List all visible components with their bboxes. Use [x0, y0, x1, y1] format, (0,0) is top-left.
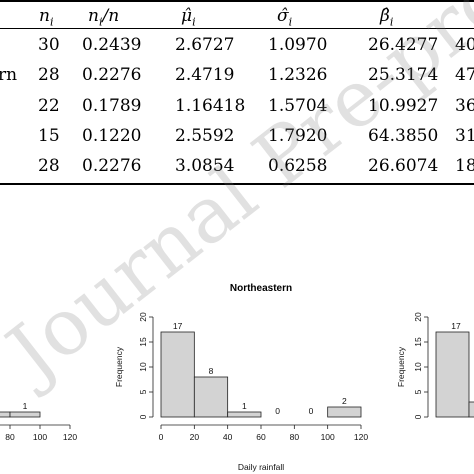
x-tick-label: 40 — [223, 432, 233, 442]
header-ratio-text: n — [88, 6, 99, 26]
histogram-right: 17305101520Frequency — [396, 312, 474, 419]
y-tick-label: 15 — [138, 337, 148, 347]
parameter-table: ni ni/n μ̂i σ̂i β̂i 30 0.2439 2.6727 1.0970… — [0, 0, 474, 195]
y-tick-label: 0 — [138, 414, 148, 419]
y-tick-label: 20 — [138, 312, 148, 322]
table-bottom-rule — [0, 183, 474, 185]
table-cell: 36 — [455, 96, 474, 116]
table-cell: 1.7920 — [268, 126, 328, 146]
table-cell: 2.4719 — [175, 65, 235, 85]
table-cell: 10.9927 — [368, 96, 439, 116]
table-cell: 1.0970 — [268, 35, 328, 55]
y-tick-label: 10 — [413, 362, 423, 372]
histogram-bar — [160, 331, 195, 418]
table-cell: 18 — [455, 156, 474, 176]
table-cell: 3.0854 — [175, 156, 235, 176]
y-tick-label: 0 — [413, 414, 423, 419]
header-mu: μ̂i — [181, 6, 196, 29]
table-header-rule — [0, 28, 474, 29]
x-tick-label: 120 — [354, 432, 368, 442]
table-cell: 31 — [455, 126, 474, 146]
bar-data-label: 1 — [23, 401, 28, 411]
table-cell: 0.1789 — [82, 96, 142, 116]
bar-data-label: 17 — [173, 321, 183, 331]
table-cell: 25.3174 — [368, 65, 439, 85]
table-cell: 47 — [455, 65, 474, 85]
table-cell: 0.2276 — [82, 65, 142, 85]
table-cell: 0.2276 — [82, 156, 142, 176]
histogram-left: 1 80 100 120 — [0, 401, 77, 442]
histogram-bar — [227, 411, 262, 418]
y-axis-label: Frequency — [396, 346, 406, 387]
table-cell: 0.2439 — [82, 35, 142, 55]
histogram-bar — [468, 401, 474, 418]
header-sigma-text: σ̂ — [277, 6, 289, 26]
table-cell: 30 — [38, 35, 60, 55]
table-cell: 40 — [455, 35, 474, 55]
bar-data-label: 17 — [451, 321, 461, 331]
y-tick-label: 5 — [138, 389, 148, 394]
bar-data-label: 0 — [309, 406, 314, 416]
table-cell: 28 — [38, 156, 60, 176]
histogram-bar — [0, 411, 11, 418]
table-cell: 1.2326 — [268, 65, 328, 85]
table-cell: 1.5704 — [268, 96, 328, 116]
x-axis-label: Daily rainfall — [238, 462, 284, 472]
table-cell: 2.5592 — [175, 126, 235, 146]
table-cell: 0.6258 — [268, 156, 328, 176]
table-cell: 64.3850 — [368, 126, 439, 146]
y-tick-label: 10 — [138, 362, 148, 372]
x-tick-label: 80 — [5, 432, 15, 442]
histogram-bar — [9, 411, 41, 418]
header-beta: β̂i — [380, 6, 394, 29]
table-cell: 22 — [38, 96, 60, 116]
x-tick-label: 20 — [190, 432, 200, 442]
bar-data-label: 2 — [342, 396, 347, 406]
x-tick-label: 60 — [256, 432, 266, 442]
header-beta-text: β̂ — [380, 6, 390, 26]
table-cell: 0.1220 — [82, 126, 142, 146]
header-sigma: σ̂i — [277, 6, 293, 29]
header-n: ni — [39, 6, 54, 29]
histogram-bar — [435, 331, 470, 418]
bar-data-label: 1 — [242, 401, 247, 411]
row-label: rn — [0, 65, 18, 85]
bar-data-label: 8 — [209, 366, 214, 376]
table-cell: 15 — [38, 126, 60, 146]
histogram-bar — [193, 376, 229, 418]
table-cell: 28 — [38, 65, 60, 85]
header-ratio: ni/n — [88, 6, 120, 29]
header-n-text: n — [39, 6, 50, 26]
chart-title: Northeastern — [230, 283, 292, 294]
y-tick-label: 15 — [413, 337, 423, 347]
x-tick-label: 100 — [321, 432, 335, 442]
x-tick-label: 0 — [159, 432, 164, 442]
x-tick-label: 80 — [290, 432, 300, 442]
table-cell: 1.16418 — [175, 96, 246, 116]
table-cell: 26.4277 — [368, 35, 439, 55]
table-cell: 2.6727 — [175, 35, 235, 55]
bar-data-label: 0 — [275, 406, 280, 416]
y-tick-label: 20 — [413, 312, 423, 322]
header-mu-text: μ̂ — [181, 6, 193, 26]
table-top-rule — [0, 0, 474, 2]
x-tick-label: 100 — [33, 432, 47, 442]
x-tick-label: 120 — [63, 432, 77, 442]
table-cell: 26.6074 — [368, 156, 439, 176]
y-tick-label: 5 — [413, 389, 423, 394]
y-axis-label: Frequency — [114, 346, 124, 387]
histogram-bar — [327, 406, 362, 418]
